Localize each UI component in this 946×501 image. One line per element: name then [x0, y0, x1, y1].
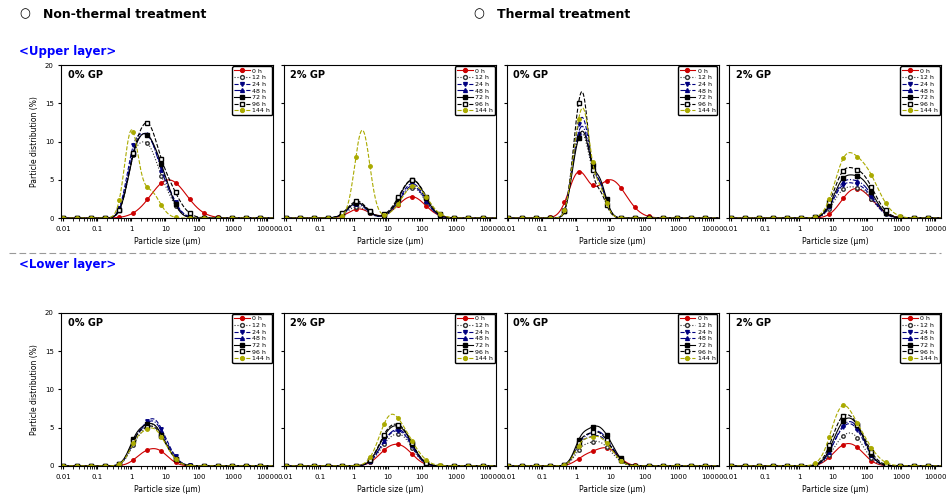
Legend: 0 h, 12 h, 24 h, 48 h, 72 h, 96 h, 144 h: 0 h, 12 h, 24 h, 48 h, 72 h, 96 h, 144 h — [455, 314, 495, 363]
Text: 0% GP: 0% GP — [513, 318, 548, 328]
Legend: 0 h, 12 h, 24 h, 48 h, 72 h, 96 h, 144 h: 0 h, 12 h, 24 h, 48 h, 72 h, 96 h, 144 h — [233, 314, 272, 363]
Text: Non-thermal treatment: Non-thermal treatment — [43, 8, 206, 21]
X-axis label: Particle size (μm): Particle size (μm) — [579, 237, 646, 246]
Text: ○: ○ — [473, 8, 483, 21]
X-axis label: Particle size (μm): Particle size (μm) — [134, 237, 201, 246]
Legend: 0 h, 12 h, 24 h, 48 h, 72 h, 96 h, 144 h: 0 h, 12 h, 24 h, 48 h, 72 h, 96 h, 144 h — [233, 66, 272, 115]
X-axis label: Particle size (μm): Particle size (μm) — [357, 485, 424, 494]
Text: <Upper layer>: <Upper layer> — [19, 45, 116, 58]
X-axis label: Particle size (μm): Particle size (μm) — [579, 485, 646, 494]
Text: 2% GP: 2% GP — [290, 70, 325, 80]
X-axis label: Particle size (μm): Particle size (μm) — [802, 485, 868, 494]
Text: <Lower layer>: <Lower layer> — [19, 258, 116, 271]
Text: ○: ○ — [19, 8, 29, 21]
Legend: 0 h, 12 h, 24 h, 48 h, 72 h, 96 h, 144 h: 0 h, 12 h, 24 h, 48 h, 72 h, 96 h, 144 h — [901, 66, 940, 115]
Text: 2% GP: 2% GP — [736, 318, 771, 328]
Text: 2% GP: 2% GP — [736, 70, 771, 80]
Legend: 0 h, 12 h, 24 h, 48 h, 72 h, 96 h, 144 h: 0 h, 12 h, 24 h, 48 h, 72 h, 96 h, 144 h — [677, 66, 717, 115]
Text: Thermal treatment: Thermal treatment — [497, 8, 630, 21]
Text: 0% GP: 0% GP — [68, 70, 103, 80]
Y-axis label: Particle distribution (%): Particle distribution (%) — [30, 96, 40, 187]
Legend: 0 h, 12 h, 24 h, 48 h, 72 h, 96 h, 144 h: 0 h, 12 h, 24 h, 48 h, 72 h, 96 h, 144 h — [677, 314, 717, 363]
X-axis label: Particle size (μm): Particle size (μm) — [357, 237, 424, 246]
X-axis label: Particle size (μm): Particle size (μm) — [802, 237, 868, 246]
X-axis label: Particle size (μm): Particle size (μm) — [134, 485, 201, 494]
Y-axis label: Particle distribution (%): Particle distribution (%) — [30, 344, 40, 435]
Text: 0% GP: 0% GP — [513, 70, 548, 80]
Text: 2% GP: 2% GP — [290, 318, 325, 328]
Legend: 0 h, 12 h, 24 h, 48 h, 72 h, 96 h, 144 h: 0 h, 12 h, 24 h, 48 h, 72 h, 96 h, 144 h — [455, 66, 495, 115]
Legend: 0 h, 12 h, 24 h, 48 h, 72 h, 96 h, 144 h: 0 h, 12 h, 24 h, 48 h, 72 h, 96 h, 144 h — [901, 314, 940, 363]
Text: 0% GP: 0% GP — [68, 318, 103, 328]
